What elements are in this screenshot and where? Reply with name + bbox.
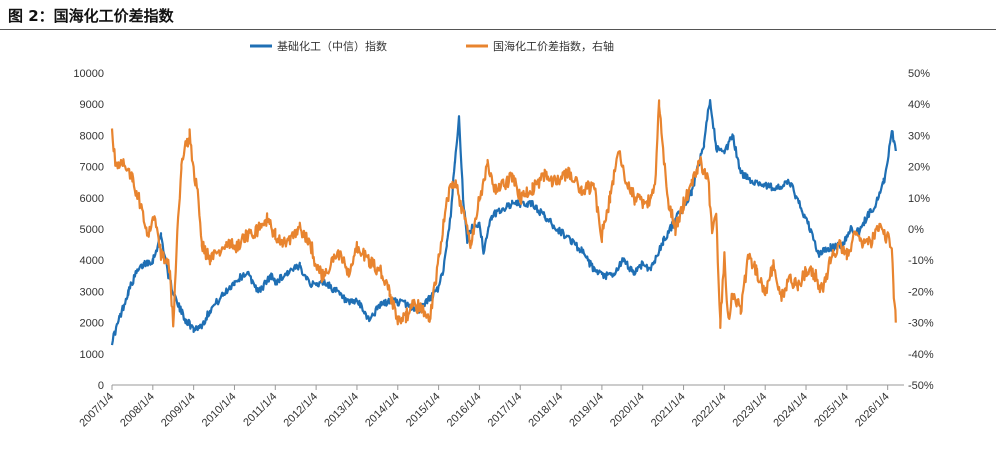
y-right-tick-label: 40% [908,99,930,111]
series-line-basic-chem-index [110,99,897,346]
x-tick-label: 2009/1/4 [159,391,198,430]
x-tick-label: 2007/1/4 [77,391,116,430]
x-tick-label: 2015/1/4 [404,391,443,430]
x-tick-label: 2022/1/4 [690,391,729,430]
y-right-tick-label: -40% [908,349,934,361]
series-layer [110,99,897,346]
legend-label-series1: 基础化工（中信）指数 [277,39,387,53]
y-right-tick-label: 20% [908,162,930,174]
y-right-tick-label: 50% [908,68,930,80]
x-tick-label: 2016/1/4 [445,391,484,430]
y-left-tick-label: 7000 [80,162,104,174]
x-tick-label: 2013/1/4 [322,391,361,430]
y-right-tick-label: 10% [908,193,930,205]
y-left-tick-label: 8000 [80,130,104,142]
x-tick-label: 2008/1/4 [118,391,157,430]
y-right-tick-label: -30% [908,318,934,330]
x-tick-label: 2023/1/4 [731,391,770,430]
series-line-spread-index [110,99,897,329]
y-right-tick-label: -20% [908,286,934,298]
x-tick-label: 2020/1/4 [608,391,647,430]
y-left-tick-label: 0 [98,380,104,392]
y-left-tick-label: 4000 [80,255,104,267]
legend-label-series2: 国海化工价差指数，右轴 [493,39,614,53]
x-tick-label: 2012/1/4 [281,391,320,430]
x-tick-label: 2021/1/4 [649,391,688,430]
y-left-tick-label: 3000 [80,286,104,298]
y-left-tick-label: 10000 [73,68,104,80]
x-tick-label: 2025/1/4 [812,391,851,430]
y-left-tick-label: 1000 [80,349,104,361]
x-tick-label: 2018/1/4 [526,391,565,430]
y-left-tick-label: 9000 [80,99,104,111]
y-right-tick-label: 30% [908,130,930,142]
y-right-tick-label: -10% [908,255,934,267]
figure-title: 图 2：国海化工价差指数 [8,7,174,25]
y-left-tick-label: 2000 [80,318,104,330]
x-tick-label: 2011/1/4 [241,391,279,429]
y-left-tick-label: 5000 [80,224,104,236]
y-right-tick-label: 0% [908,224,924,236]
x-tick-label: 2010/1/4 [200,391,239,430]
y-left-tick-label: 6000 [80,193,104,205]
x-tick-label: 2019/1/4 [567,391,606,430]
x-tick-label: 2026/1/4 [853,391,892,430]
y-right-tick-label: -50% [908,380,934,392]
x-tick-label: 2017/1/4 [486,391,525,430]
x-tick-label: 2024/1/4 [771,391,810,430]
title-divider [0,29,996,30]
x-tick-label: 2014/1/4 [363,391,402,430]
legend: 基础化工（中信）指数 国海化工价差指数，右轴 [250,39,614,53]
